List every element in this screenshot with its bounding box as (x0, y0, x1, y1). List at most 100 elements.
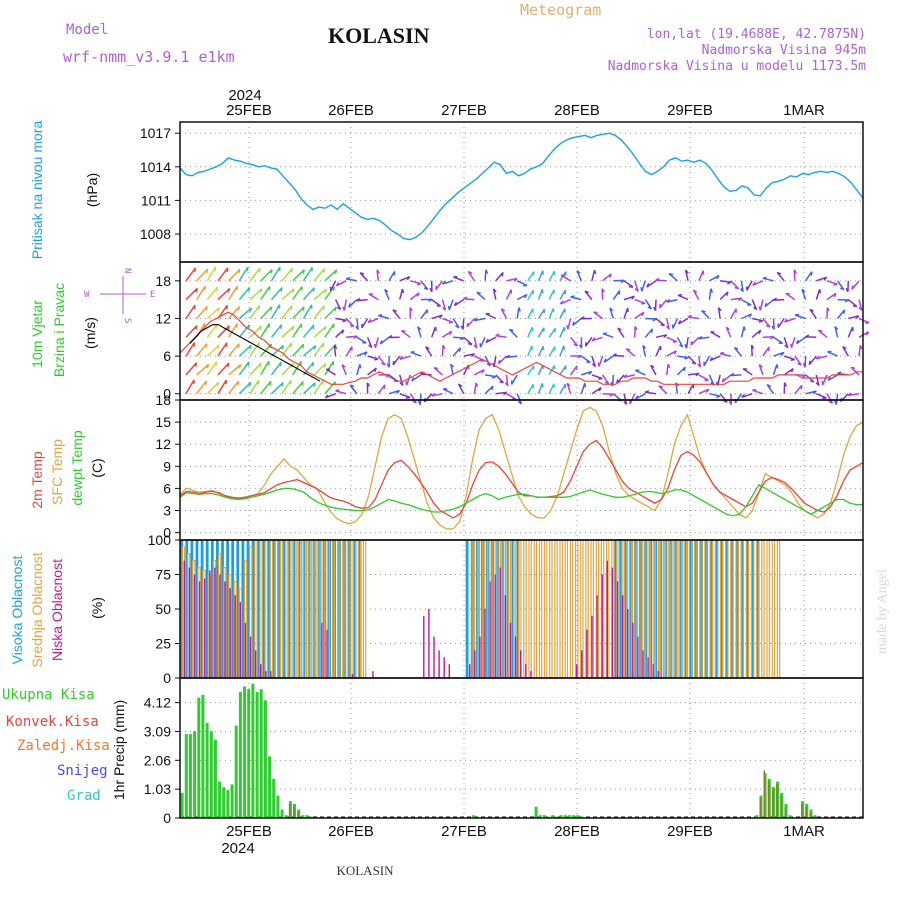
wind-arrow (633, 326, 636, 338)
wind-arrow (570, 296, 582, 301)
low-cloud-label: Niska Oblacnost (49, 559, 65, 661)
wind-arrow (249, 267, 261, 282)
wind-arrow-head (843, 309, 846, 314)
mid-cloud-bar (259, 539, 263, 679)
wind-arrow (646, 280, 657, 288)
wind-arrow (527, 383, 534, 395)
wind-arrow-head (640, 287, 643, 292)
high-cloud-bar (741, 540, 744, 678)
wind-arrow (333, 345, 337, 357)
wind-arrow-head (750, 344, 755, 349)
precip-ytick-label: 2.06 (144, 752, 171, 768)
day-label-top: 28FEB (554, 102, 600, 119)
pressure-ytick-label: 1014 (140, 159, 171, 175)
wind-arrow (462, 318, 465, 330)
high-cloud-bar (231, 540, 235, 678)
wind-arrow (217, 362, 230, 376)
wind-arrow-head (563, 345, 566, 350)
precip-ytick-label: 4.12 (144, 695, 171, 711)
low-cloud-bar (627, 609, 629, 678)
wind-arrow-head (467, 342, 473, 346)
wind-arrow-head (353, 335, 358, 340)
wind-arrow-head (334, 269, 338, 274)
wind-arrow (345, 346, 353, 357)
wind-arrow (719, 393, 728, 403)
wind-arrow (405, 374, 412, 386)
model-name: wrf-nmm_v3.9.1 e1km (63, 48, 235, 66)
wind-arrow (629, 393, 636, 405)
wind-arrow-head (281, 345, 285, 350)
precip-convective-bar (780, 795, 782, 818)
wind-arrow (635, 393, 646, 400)
wind-arrow (474, 317, 486, 322)
wind-arrow (260, 380, 272, 395)
wind-arrow-head (668, 272, 674, 276)
wind-arrow (634, 369, 646, 376)
wind-arrow (270, 287, 283, 301)
wind-arrow (302, 304, 313, 319)
temperature-frame (179, 399, 864, 541)
wind-arrow (847, 299, 858, 308)
wind-arrow (217, 379, 227, 395)
wind-arrow-head (865, 331, 870, 336)
wind-arrow-head (663, 334, 668, 339)
wind-arrow (591, 386, 602, 395)
wind-arrow (560, 274, 571, 282)
low-cloud-bar (479, 636, 481, 678)
precip-convective-bar (763, 770, 766, 818)
wind-arrow (228, 285, 239, 301)
wind-arrow (196, 305, 208, 319)
wind-arrow (612, 354, 625, 357)
cloud-ytick-label: 0 (163, 670, 171, 686)
wind-arrow-head (764, 302, 768, 307)
wind-arrow (325, 368, 336, 376)
wind-arrow (313, 342, 325, 357)
wind-arrow (302, 266, 313, 282)
wind-arrow-head (238, 269, 241, 274)
wind-arrow-head (247, 361, 250, 366)
wind-arrow (734, 393, 743, 404)
wind-arrow-head (466, 322, 469, 327)
low-cloud-bar (204, 578, 206, 678)
wind-arrow-head (660, 323, 665, 327)
wind-arrow (730, 393, 733, 405)
wind-arrow-head (417, 400, 421, 406)
wind-arrow (349, 384, 358, 395)
wind-arrow (356, 318, 359, 330)
wind-arrow (238, 307, 252, 320)
wind-arrow (698, 355, 702, 368)
wind-arrow-head (705, 388, 710, 393)
wind-arrow (708, 374, 715, 386)
wind-arrow (762, 346, 770, 357)
wind-arrow-head (399, 382, 404, 386)
wind-arrow (762, 335, 774, 339)
wind-arrow (431, 314, 443, 320)
low-cloud-bar (611, 567, 614, 678)
wind-arrow (580, 355, 591, 364)
wind-arrow (516, 280, 528, 287)
temp2m-label: 2m Temp (29, 451, 45, 509)
mid-cloud-bar (290, 539, 294, 679)
wind-arrow (730, 280, 740, 290)
legend-total-rain: Ukupna Kisa (2, 687, 95, 703)
wind-arrow (384, 289, 390, 300)
wind-arrow (473, 337, 478, 349)
wind-arrow (773, 298, 785, 301)
high-cloud-bar (613, 540, 617, 678)
wind-arrow (185, 304, 196, 319)
wind-arrow (476, 291, 486, 301)
wind-arrow (641, 280, 647, 292)
wind-arrow-head (851, 285, 854, 290)
precip-total-bar (259, 689, 263, 818)
low-cloud-bar (229, 588, 231, 678)
wind-arrow (815, 374, 820, 386)
wind-arrow (815, 288, 821, 300)
wind-arrow (409, 393, 417, 404)
wind-arrow-head (279, 361, 282, 367)
wind-arrow-head (322, 268, 326, 273)
low-cloud-bar (647, 657, 649, 678)
wind-arrow-head (576, 270, 581, 274)
wind-arrow (330, 280, 337, 292)
compass-n: N (122, 268, 132, 273)
